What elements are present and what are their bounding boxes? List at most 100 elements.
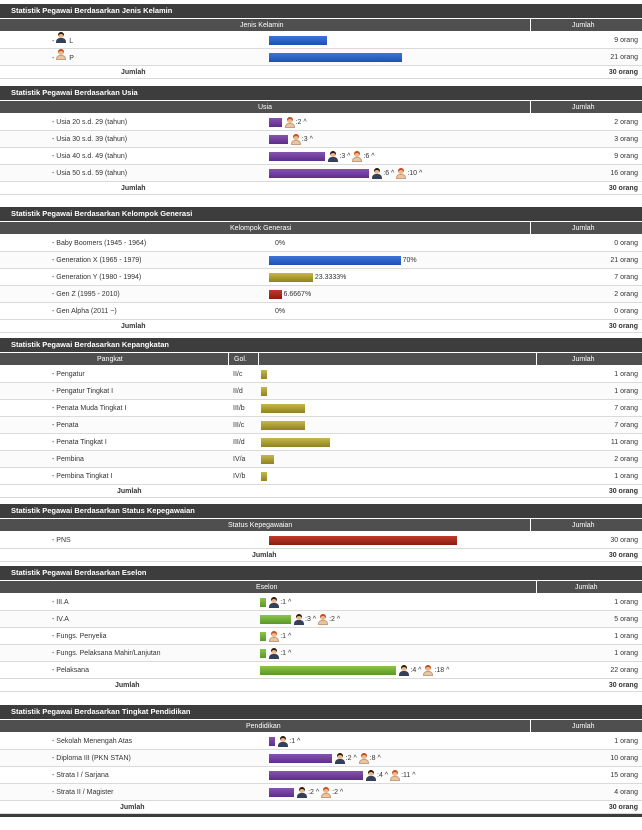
row-count: 0 orang [614, 240, 638, 247]
male-count-text: :4 ^ [377, 772, 389, 779]
row-count: 10 orang [610, 755, 638, 762]
male-avatar-icon [334, 753, 345, 764]
row-gol: IV/a [233, 456, 246, 463]
male-count-chip: :2 ^ [297, 784, 319, 801]
table-row: - Baby Boomers (1945 - 1964) 0 orang 0% [0, 235, 642, 252]
female-count-text: :18 ^ [434, 667, 450, 674]
gender-breakdown: :6 ^ :10 ^ [372, 165, 424, 182]
row-label: - Penata Tingkat I [52, 439, 107, 446]
male-count-chip: :1 ^ [269, 594, 291, 611]
female-avatar-icon [352, 151, 363, 162]
row-count: 15 orang [610, 772, 638, 779]
col-header: Usia [258, 104, 273, 111]
col-header: Jumlah [572, 22, 595, 29]
table-header: Pangkat Gol. Jumlah [0, 352, 642, 366]
male-count-chip: :4 ^ [399, 662, 421, 679]
row-count: 1 orang [614, 371, 638, 378]
row-label: - Pengatur Tingkat I [52, 388, 114, 395]
female-count-chip: :2 ^ [318, 611, 340, 628]
row-gol: II/d [233, 388, 243, 395]
bar [260, 649, 267, 658]
bar [269, 256, 401, 265]
gender-section: Statistik Pegawai Berdasarkan Jenis Kela… [0, 4, 642, 79]
generation-section: Statistik Pegawai Berdasarkan Kelompok G… [0, 207, 642, 333]
female-avatar-icon [390, 770, 401, 781]
bar [269, 771, 363, 780]
col-header: Jumlah [572, 225, 595, 232]
bar [261, 438, 331, 447]
row-label: - Penata Muda Tingkat I [52, 405, 127, 412]
col-header: Jumlah [572, 522, 595, 529]
table-row: - Usia 30 s.d. 39 (tahun) 3 orang:3 ^ [0, 131, 642, 148]
row-gol: III/d [233, 439, 245, 446]
row-label: - IV.A [52, 616, 69, 623]
gender-breakdown: :4 ^ :11 ^ [366, 767, 418, 784]
age-section: Statistik Pegawai Berdasarkan Usia Usia … [0, 86, 642, 195]
table-row: - Gen Z (1995 - 2010) 2 orang 6.6667% [0, 286, 642, 303]
male-avatar-icon [372, 168, 383, 179]
total-row: Jumlah 30 orang [0, 485, 642, 498]
row-label: - L [52, 32, 73, 50]
female-avatar-icon [318, 614, 329, 625]
female-count-text: :10 ^ [407, 170, 423, 177]
row-label: - Pembina [52, 456, 84, 463]
total-value: 30 orang [608, 69, 638, 76]
table-header: Status Kepegawaian Jumlah [0, 518, 642, 532]
bar [260, 598, 267, 607]
col-header: Pangkat [97, 356, 123, 363]
table-row: - Usia 50 s.d. 59 (tahun) 16 orang:6 ^:10… [0, 165, 642, 182]
row-count: 21 orang [610, 257, 638, 264]
echelon-section: Statistik Pegawai Berdasarkan Eselon Ese… [0, 566, 642, 692]
table-row: - Strata I / Sarjana 15 orang:4 ^:11 ^ [0, 767, 642, 784]
female-avatar-icon [284, 117, 295, 128]
row-label: - Usia 50 s.d. 59 (tahun) [52, 170, 128, 177]
male-count-text: :4 ^ [410, 667, 422, 674]
col-header: Gol. [234, 356, 247, 363]
gender-breakdown: :2 ^:2 ^ [297, 784, 345, 801]
row-label: - Diploma III (PKN STAN) [52, 755, 131, 762]
bar [260, 632, 267, 641]
row-count: 9 orang [614, 153, 638, 160]
female-count-chip: :2 ^ [321, 784, 343, 801]
total-label: Jumlah [115, 682, 140, 689]
total-value: 30 orang [608, 323, 638, 330]
row-count: 1 orang [614, 388, 638, 395]
total-label: Jumlah [121, 323, 146, 330]
bar [269, 737, 276, 746]
section-title: Statistik Pegawai Berdasarkan Kelompok G… [0, 207, 642, 221]
row-count: 11 orang [610, 439, 638, 446]
male-avatar-icon [56, 32, 67, 43]
total-value: 30 orang [608, 185, 638, 192]
row-count: 1 orang [614, 473, 638, 480]
row-label: - PNS [52, 537, 71, 544]
bar [269, 273, 313, 282]
total-row: Jumlah 30 orang [0, 182, 642, 195]
percentage-label: 23.3333% [314, 274, 347, 281]
gender-breakdown: :4 ^ :18 ^ [399, 662, 451, 679]
male-count-chip: :4 ^ [366, 767, 388, 784]
percentage-label: 70% [402, 257, 417, 264]
female-count-text: :11 ^ [401, 772, 416, 779]
row-label: - Pelaksana [52, 667, 89, 674]
row-label: - Gen Alpha (2011 ~) [52, 308, 117, 315]
female-avatar-icon [56, 49, 67, 60]
row-label: - Baby Boomers (1945 - 1964) [52, 240, 147, 247]
gender-breakdown: :3 ^ [290, 131, 315, 148]
male-count-chip: :3 ^ [328, 148, 350, 165]
male-count-text: :6 ^ [383, 170, 395, 177]
female-avatar-icon [423, 665, 434, 676]
section-title: Statistik Pegawai Berdasarkan Tingkat Pe… [0, 705, 642, 719]
gender-breakdown: :1 ^ [269, 594, 293, 611]
female-avatar-icon [358, 753, 369, 764]
female-count-chip: :1 ^ [269, 628, 291, 645]
gender-breakdown: :1 ^ [269, 645, 293, 662]
female-avatar-icon [290, 134, 301, 145]
male-avatar-icon [269, 597, 280, 608]
percentage-label: 0% [275, 240, 286, 247]
female-count-chip: :8 ^ [358, 750, 381, 767]
table-row: - Usia 40 s.d. 49 (tahun) 9 orang:3 ^:6 ^ [0, 148, 642, 165]
male-count-text: :1 ^ [280, 650, 292, 657]
table-header: Kelompok Generasi Jumlah [0, 221, 642, 235]
gender-breakdown: :1 ^ [269, 628, 293, 645]
male-avatar-icon [294, 614, 304, 625]
